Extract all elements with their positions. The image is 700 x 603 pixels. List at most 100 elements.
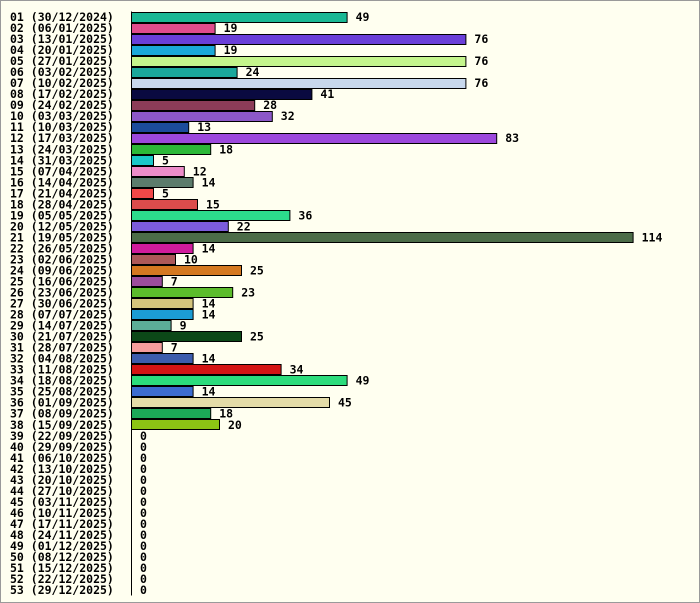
data-label: 34: [290, 363, 304, 377]
data-label: 14: [202, 352, 216, 366]
bar: [131, 265, 242, 276]
bar: [131, 287, 234, 298]
data-label: 0: [140, 473, 147, 487]
bar: [131, 34, 467, 45]
category-label: 48 (24/11/2025): [10, 528, 114, 542]
bar: [131, 166, 185, 177]
category-label: 12 (17/03/2025): [10, 131, 114, 145]
bar: [131, 221, 229, 232]
category-label: 04 (20/01/2025): [10, 43, 114, 57]
data-label: 0: [140, 561, 147, 575]
category-label: 50 (08/12/2025): [10, 550, 114, 564]
data-label: 76: [474, 76, 488, 90]
data-label: 14: [202, 385, 216, 399]
bar: [131, 133, 498, 144]
bar: [131, 298, 194, 309]
data-label: 49: [356, 10, 370, 24]
category-label: 16 (14/04/2025): [10, 175, 114, 189]
category-label: 26 (23/06/2025): [10, 286, 114, 300]
category-label: 10 (03/03/2025): [10, 109, 114, 123]
data-label: 18: [219, 142, 233, 156]
data-label: 0: [140, 517, 147, 531]
category-label: 36 (01/09/2025): [10, 396, 114, 410]
bar: [131, 419, 220, 430]
data-label: 0: [140, 583, 147, 597]
bar: [131, 78, 467, 89]
category-label: 40 (29/09/2025): [10, 440, 114, 454]
bar: [131, 155, 154, 166]
category-label: 18 (28/04/2025): [10, 197, 114, 211]
category-label: 44 (27/10/2025): [10, 484, 114, 498]
category-label: 37 (08/09/2025): [10, 407, 114, 421]
category-label: 41 (06/10/2025): [10, 451, 114, 465]
data-label: 7: [171, 274, 178, 288]
category-label: 14 (31/03/2025): [10, 153, 114, 167]
data-label: 0: [140, 495, 147, 509]
data-label: 25: [250, 263, 264, 277]
data-label: 0: [140, 440, 147, 454]
data-label: 0: [140, 462, 147, 476]
data-label: 32: [281, 109, 295, 123]
category-label: 42 (13/10/2025): [10, 462, 114, 476]
bar: [131, 232, 634, 243]
bar: [131, 12, 348, 23]
data-label: 76: [474, 32, 488, 46]
data-label: 28: [263, 98, 277, 112]
data-label: 49: [356, 374, 370, 388]
data-label: 20: [228, 418, 242, 432]
data-label: 0: [140, 550, 147, 564]
data-label: 36: [298, 208, 312, 222]
category-label: 38 (15/09/2025): [10, 418, 114, 432]
category-label: 13 (24/03/2025): [10, 142, 114, 156]
category-label: 11 (10/03/2025): [10, 120, 114, 134]
data-label: 83: [505, 131, 519, 145]
data-label: 24: [246, 65, 260, 79]
category-label: 19 (05/05/2025): [10, 208, 114, 222]
bar: [131, 100, 256, 111]
category-label: 06 (03/02/2025): [10, 65, 114, 79]
bar: [131, 122, 190, 133]
category-label: 02 (06/01/2025): [10, 21, 114, 35]
bar: [131, 188, 154, 199]
bar: [131, 144, 212, 155]
data-label: 23: [241, 286, 255, 300]
bar: [131, 320, 172, 331]
data-label: 18: [219, 407, 233, 421]
category-label: 35 (25/08/2025): [10, 385, 114, 399]
category-label: 49 (01/12/2025): [10, 539, 114, 553]
bar: [131, 364, 282, 375]
bar: [131, 386, 194, 397]
category-label: 45 (03/11/2025): [10, 495, 114, 509]
data-label: 13: [197, 120, 211, 134]
data-label: 0: [140, 572, 147, 586]
data-label: 41: [320, 87, 334, 101]
bar: [131, 89, 313, 100]
category-label: 32 (04/08/2025): [10, 352, 114, 366]
bar: [131, 342, 163, 353]
data-label: 114: [642, 230, 663, 244]
bar: [131, 23, 216, 34]
category-label: 15 (07/04/2025): [10, 164, 114, 178]
bar: [131, 375, 348, 386]
data-label: 12: [193, 164, 207, 178]
data-label: 0: [140, 484, 147, 498]
bar: [131, 243, 194, 254]
category-label: 43 (20/10/2025): [10, 473, 114, 487]
bar: [131, 397, 330, 408]
data-label: 0: [140, 429, 147, 443]
category-label: 30 (21/07/2025): [10, 330, 114, 344]
category-label: 31 (28/07/2025): [10, 341, 114, 355]
category-label: 39 (22/09/2025): [10, 429, 114, 443]
data-label: 76: [474, 54, 488, 68]
category-label: 24 (09/06/2025): [10, 263, 114, 277]
bar: [131, 67, 238, 78]
bar: [131, 56, 467, 67]
data-label: 0: [140, 528, 147, 542]
data-label: 25: [250, 330, 264, 344]
bar: [131, 111, 273, 122]
bar: [131, 177, 194, 188]
category-label: 23 (02/06/2025): [10, 252, 114, 266]
category-label: 25 (16/06/2025): [10, 274, 114, 288]
